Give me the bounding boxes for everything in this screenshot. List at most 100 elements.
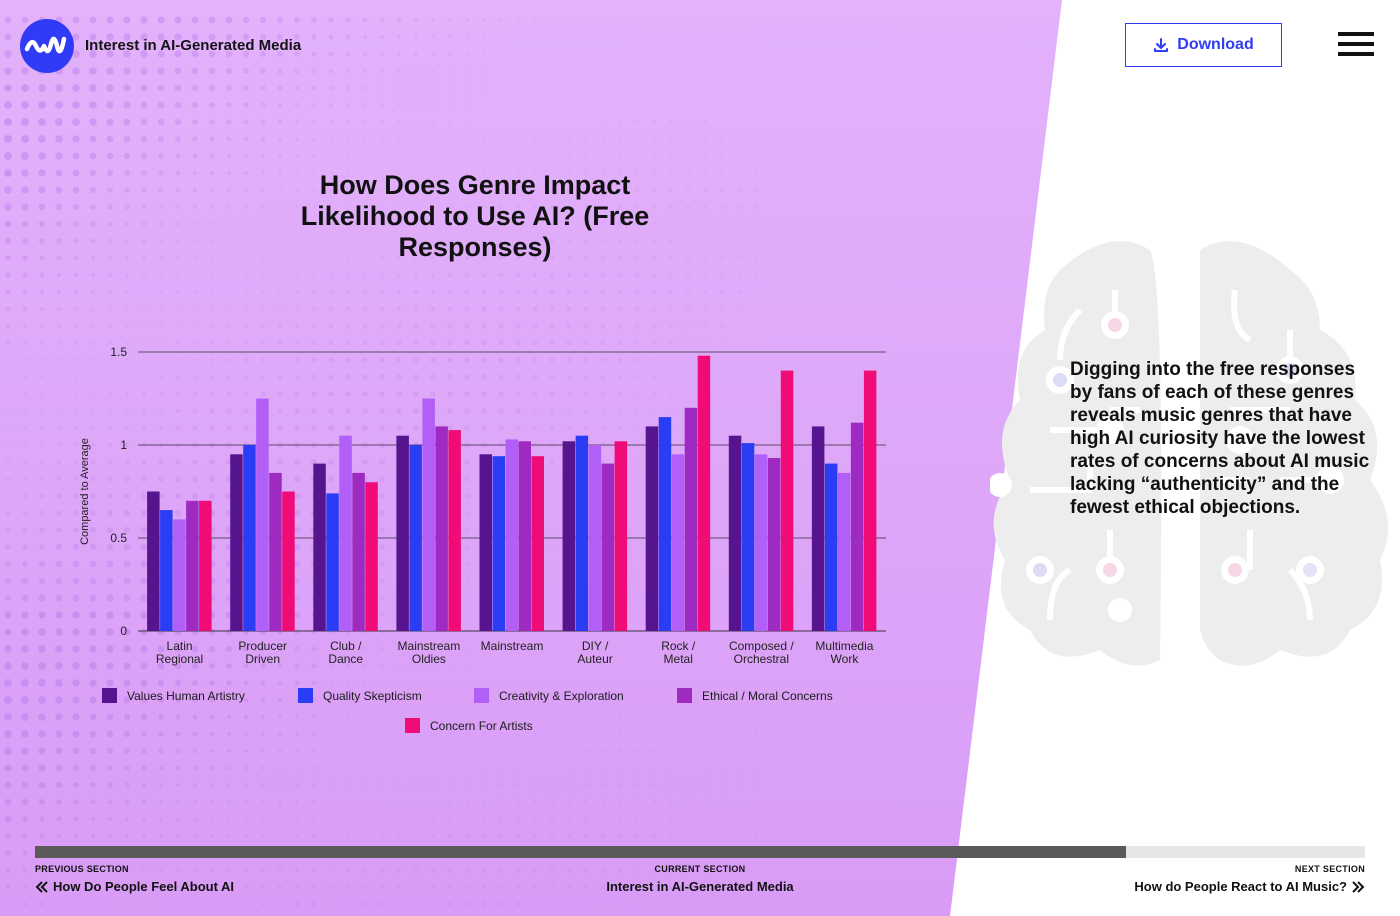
current-section-title: Interest in AI-Generated Media: [606, 879, 794, 894]
bar: [824, 463, 838, 631]
bar: [518, 441, 531, 631]
x-tick-label: Regional: [156, 652, 203, 666]
x-tick-label: Producer: [238, 639, 287, 653]
y-tick-label: 0: [120, 624, 127, 638]
bar: [230, 454, 243, 631]
legend-swatch: [474, 688, 489, 703]
bar: [505, 439, 518, 631]
bar: [601, 463, 615, 631]
bar: [767, 458, 781, 631]
bar: [313, 463, 326, 631]
brain-illustration-icon: [990, 241, 1388, 666]
legend-item: Quality Skepticism: [298, 688, 422, 703]
legend-label: Values Human Artistry: [127, 688, 245, 703]
bar: [671, 454, 685, 631]
y-tick-label: 1.5: [110, 345, 127, 359]
bar: [531, 456, 544, 631]
x-tick-label: Orchestral: [734, 652, 789, 666]
bar: [396, 435, 409, 631]
double-chevron-left-icon: [35, 880, 48, 893]
bar: [243, 445, 256, 631]
x-tick-label: Driven: [245, 652, 280, 666]
bar: [199, 500, 212, 631]
bar: [588, 445, 602, 631]
previous-section-label: PREVIOUS SECTION: [35, 864, 129, 874]
bar: [575, 435, 589, 631]
menu-bar-icon: [1338, 32, 1374, 36]
legend-swatch: [405, 718, 420, 733]
y-axis-label: Compared to Average: [79, 438, 91, 545]
bar: [562, 441, 576, 631]
download-button-label: Download: [1177, 36, 1254, 53]
bar: [697, 355, 711, 631]
side-description: Digging into the free responses by fans …: [1070, 359, 1370, 518]
section-progress-bar: [35, 846, 1365, 858]
bar: [658, 417, 672, 631]
bar-chart: 0 0.5 1 1.5 Compared to Average LatinRegional…: [79, 345, 886, 666]
bar: [780, 370, 794, 631]
legend-item: Values Human Artistry: [102, 688, 245, 703]
bar: [160, 510, 173, 631]
legend-label: Quality Skepticism: [323, 688, 422, 703]
legend-label: Creativity & Exploration: [499, 688, 624, 703]
next-section-title: How do People React to AI Music?: [1134, 879, 1347, 894]
x-tick-label: Dance: [328, 652, 363, 666]
hamburger-menu-button[interactable]: [1338, 32, 1374, 58]
previous-section-link[interactable]: How Do People Feel About AI: [35, 879, 234, 894]
current-section-label: CURRENT SECTION: [654, 864, 746, 874]
chart-title: How Does Genre Impact Likelihood to Use …: [300, 170, 650, 262]
bar: [811, 426, 825, 631]
x-tick-label: DIY /: [582, 639, 609, 653]
logo-icon[interactable]: [20, 19, 74, 73]
y-tick-label: 0.5: [110, 531, 127, 545]
bar: [147, 491, 160, 631]
x-tick-label: Latin: [167, 639, 193, 653]
bar: [256, 398, 269, 631]
legend-swatch: [677, 688, 692, 703]
download-icon: [1154, 38, 1169, 52]
legend-label: Concern For Artists: [430, 718, 533, 733]
legend-label: Ethical / Moral Concerns: [702, 688, 833, 703]
bar: [282, 491, 295, 631]
bar: [352, 472, 365, 631]
x-tick-label: Rock /: [661, 639, 696, 653]
x-tick-label: Multimedia: [815, 639, 873, 653]
bar: [863, 370, 877, 631]
bar: [269, 472, 282, 631]
double-chevron-right-icon: [1352, 880, 1365, 893]
bar: [684, 407, 698, 631]
x-tick-label: Oldies: [412, 652, 446, 666]
bar: [435, 426, 448, 631]
bar: [186, 500, 199, 631]
section-progress-fill: [35, 846, 1126, 858]
next-section-link[interactable]: How do People React to AI Music?: [1134, 879, 1365, 894]
bar: [492, 456, 505, 631]
legend-item: Creativity & Exploration: [474, 688, 624, 703]
x-tick-label: Metal: [664, 652, 693, 666]
bar: [173, 519, 186, 631]
bar: [326, 493, 339, 631]
y-tick-label: 1: [120, 438, 127, 452]
x-tick-label: Mainstream: [398, 639, 461, 653]
x-tick-label: Mainstream: [481, 639, 544, 653]
download-button[interactable]: Download: [1125, 23, 1282, 67]
bar: [754, 454, 768, 631]
x-tick-label: Club /: [330, 639, 362, 653]
legend-item: Concern For Artists: [405, 718, 533, 733]
legend-swatch: [102, 688, 117, 703]
bar: [422, 398, 435, 631]
x-tick-label: Work: [831, 652, 860, 666]
previous-section-title: How Do People Feel About AI: [53, 879, 235, 894]
bar: [741, 443, 755, 631]
bar: [365, 482, 378, 631]
bar: [728, 435, 742, 631]
legend-swatch: [298, 688, 313, 703]
bar: [645, 426, 659, 631]
bar: [837, 472, 851, 631]
bar: [448, 430, 461, 631]
x-tick-label: Auteur: [577, 652, 612, 666]
bar: [479, 454, 492, 631]
menu-bar-icon: [1338, 42, 1374, 46]
bar: [409, 445, 422, 631]
app-title: Interest in AI-Generated Media: [85, 37, 302, 54]
